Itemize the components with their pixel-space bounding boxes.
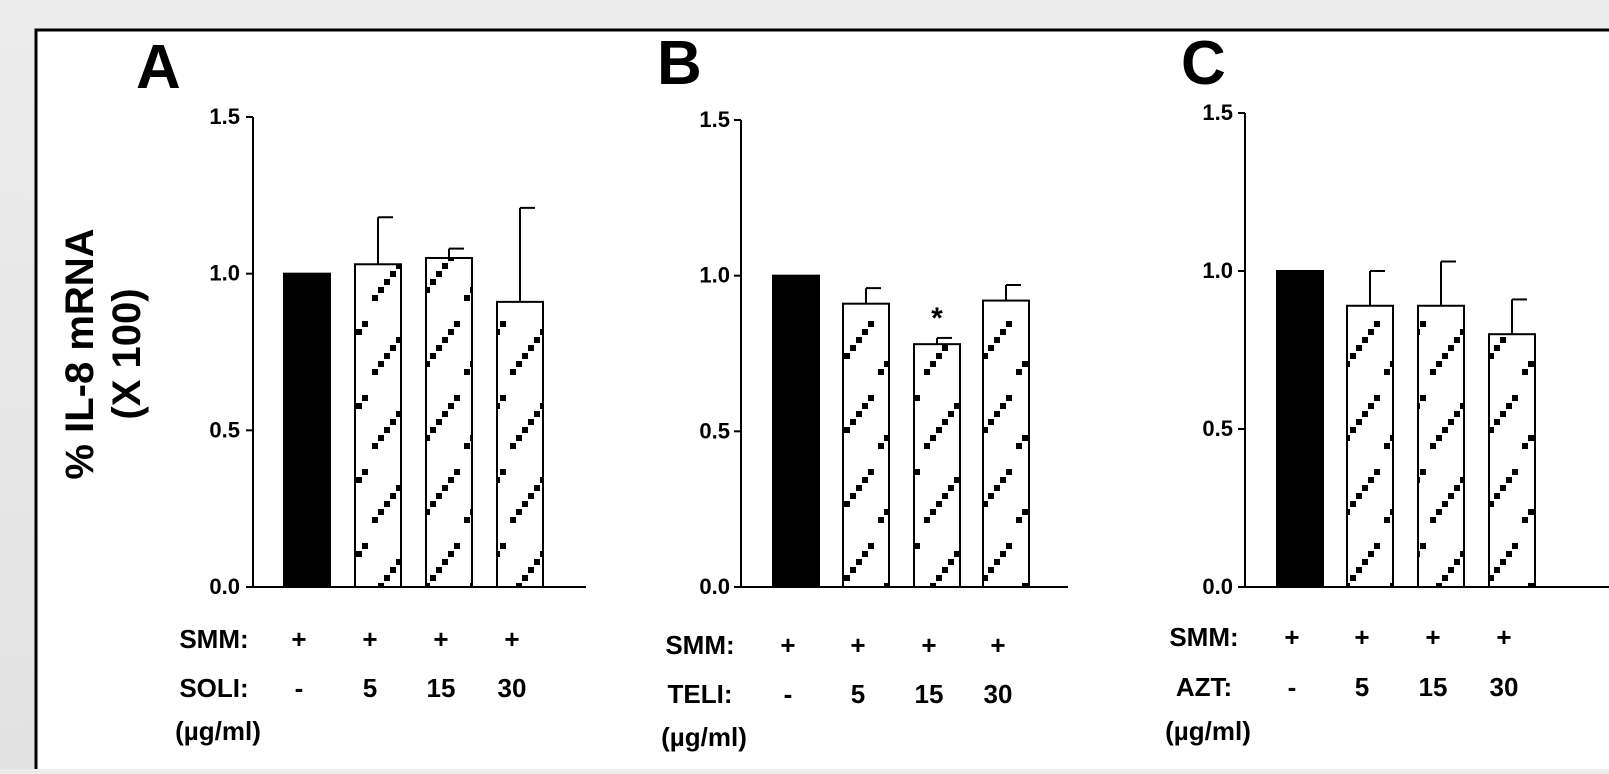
- row-value: 5: [1355, 672, 1369, 702]
- bar: [354, 263, 402, 588]
- y-tick-label: 0.0: [209, 574, 240, 599]
- panel-letter: A: [136, 33, 181, 102]
- row-value: +: [1425, 622, 1440, 652]
- row-value: 30: [498, 673, 527, 703]
- row-value: 15: [915, 679, 944, 709]
- bar: [425, 257, 473, 588]
- bar: [772, 274, 820, 588]
- y-tick-label: 1.5: [1202, 100, 1233, 125]
- row-label: SMM:: [1169, 622, 1238, 652]
- y-tick-label: 1.0: [699, 263, 730, 288]
- row-label: SMM:: [665, 630, 734, 660]
- row-value: +: [1354, 622, 1369, 652]
- panel-b: B 0.0 0.5 1.0 1.5 * SMM: + + + + TELI: - 5 15 30 (µg/ml): [657, 29, 1068, 752]
- row-value: +: [1496, 622, 1511, 652]
- y-tick-label: 0.5: [699, 418, 730, 443]
- row-value: 30: [1490, 672, 1519, 702]
- panel-c: C 0.0 0.5 1.0 1.5 SMM: + + + + AZT: - 5 15 30 (µg/ml): [1165, 29, 1609, 746]
- unit-label: (µg/ml): [1165, 716, 1251, 746]
- row-value: -: [295, 673, 304, 703]
- row-value: +: [850, 630, 865, 660]
- bar: [496, 300, 544, 588]
- bar: [1346, 304, 1394, 588]
- bar: [1488, 333, 1536, 589]
- y-tick-label: 1.5: [699, 107, 730, 132]
- row-value: +: [1284, 622, 1299, 652]
- row-value: +: [504, 624, 519, 654]
- y-axis-title-line1: % IL-8 mRNA: [58, 228, 102, 479]
- row-value: -: [1288, 672, 1297, 702]
- row-value: +: [433, 624, 448, 654]
- y-tick-label: 1.0: [209, 261, 240, 286]
- row-value: 30: [984, 679, 1013, 709]
- y-tick-label: 1.5: [209, 104, 240, 129]
- row-value: +: [362, 624, 377, 654]
- bar: [1417, 304, 1465, 588]
- row-value: -: [784, 679, 793, 709]
- bar: [982, 299, 1030, 588]
- panel-letter: B: [657, 29, 702, 98]
- row-label: TELI:: [668, 679, 733, 709]
- row-value: +: [291, 624, 306, 654]
- panel-a: A 0.0 0.5 1.0 1.5 SMM: + + + + SOLI: - 5 15 30 (µg/ml): [136, 33, 586, 746]
- row-value: +: [780, 630, 795, 660]
- y-axis-title-line2: (X 100): [105, 288, 149, 419]
- row-value: 5: [363, 673, 377, 703]
- y-tick-label: 0.5: [1202, 416, 1233, 441]
- unit-label: (µg/ml): [175, 716, 261, 746]
- significance-mark: *: [931, 302, 943, 335]
- y-tick-label: 0.0: [699, 574, 730, 599]
- row-label: SMM:: [179, 624, 248, 654]
- bar: [842, 302, 890, 588]
- bar: [283, 272, 331, 588]
- row-label: AZT:: [1176, 672, 1232, 702]
- row-label: SOLI:: [179, 673, 248, 703]
- panel-letter: C: [1181, 29, 1226, 98]
- row-value: 5: [851, 679, 865, 709]
- y-tick-label: 1.0: [1202, 258, 1233, 283]
- row-value: +: [990, 630, 1005, 660]
- y-tick-label: 0.5: [209, 417, 240, 442]
- bar: [1276, 270, 1324, 588]
- unit-label: (µg/ml): [661, 722, 747, 752]
- row-value: 15: [427, 673, 456, 703]
- row-value: 15: [1419, 672, 1448, 702]
- row-value: +: [921, 630, 936, 660]
- bar: [913, 343, 961, 588]
- y-tick-label: 0.0: [1202, 574, 1233, 599]
